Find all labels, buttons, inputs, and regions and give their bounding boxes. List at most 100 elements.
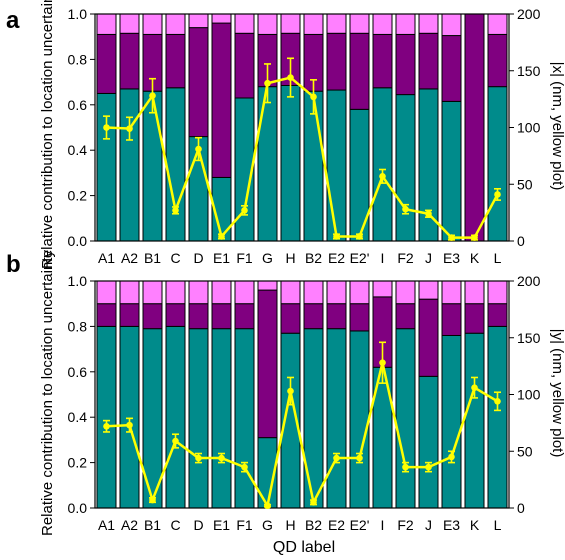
xtick-label-b-E3: E3 [443, 517, 460, 533]
point-b-F1 [241, 463, 248, 471]
panel-a-y2label: |x| (nm, yellow plot) [549, 62, 565, 191]
bar-b-D-seg3 [188, 280, 209, 305]
bar-b-E2'-seg2 [349, 303, 370, 332]
xtick-label-b-F1: F1 [236, 517, 253, 533]
point-b-A1 [103, 422, 110, 430]
bar-b-E2'-seg1 [349, 330, 370, 509]
bar-a-A1-seg2 [96, 33, 117, 94]
bar-a-J-seg2 [418, 32, 439, 90]
point-a-H [287, 74, 294, 81]
bar-b-F2-seg1 [395, 328, 416, 509]
bar-b-E2-seg3 [326, 280, 347, 305]
point-b-E2 [333, 454, 340, 462]
bar-a-A2-seg3 [119, 13, 140, 34]
bar-b-E2-seg1 [326, 328, 347, 509]
bar-a-F1-seg2 [234, 32, 255, 99]
bar-a-I-seg2 [372, 33, 393, 89]
bar-a-F2-seg3 [395, 13, 416, 35]
point-b-K [471, 384, 478, 391]
bar-b-J-seg3 [418, 280, 439, 300]
xtick-label-a-K: K [470, 250, 480, 266]
point-b-B1 [149, 496, 156, 504]
xtick-label-b-D: D [193, 517, 203, 533]
bar-a-F1-seg3 [234, 13, 255, 34]
bar-b-C-seg2 [165, 303, 186, 327]
xtick-label-a-B1: B1 [144, 250, 161, 266]
xtick-label-b-E2: E2 [328, 517, 345, 533]
bar-b-F1-seg2 [234, 303, 255, 330]
point-b-J [425, 463, 432, 471]
xtick-label-b-J: J [425, 517, 432, 533]
point-b-B2 [310, 499, 317, 506]
bar-a-I-seg1 [372, 87, 393, 242]
ytick-label-b-0.4: 0.4 [68, 409, 88, 425]
point-b-I [379, 359, 386, 367]
y2tick-label-b-100: 100 [517, 387, 541, 403]
bar-b-B1-seg3 [142, 280, 163, 305]
xtick-label-a-A1: A1 [98, 250, 115, 266]
point-a-B2 [310, 93, 317, 101]
panel-a: a Relative contribution to location unce… [6, 0, 565, 269]
bar-b-E3-seg1 [441, 334, 462, 509]
xtick-label-b-B1: B1 [144, 517, 161, 533]
xtick-label-a-F1: F1 [236, 250, 253, 266]
y2tick-label-b-0: 0 [517, 500, 525, 516]
bar-a-B1-seg1 [142, 90, 163, 242]
xtick-label-b-K: K [470, 517, 480, 533]
ytick-label-a-0.4: 0.4 [68, 142, 88, 158]
bar-b-K-seg1 [464, 332, 485, 509]
panel-b-y2label: |y| (nm, yellow plot) [549, 329, 565, 458]
ytick-label-a-0.0: 0.0 [68, 233, 88, 249]
xtick-label-a-D: D [193, 250, 203, 266]
ytick-label-a-0.6: 0.6 [68, 97, 88, 113]
point-a-E1 [218, 233, 225, 240]
y2tick-label-b-200: 200 [517, 273, 541, 289]
xtick-label-a-A2: A2 [121, 250, 138, 266]
panel-a-y2label-text: |x| (nm, yellow plot) [549, 62, 565, 191]
bar-a-L-seg2 [487, 33, 508, 88]
xtick-label-a-B2: B2 [305, 250, 322, 266]
bar-b-L-seg2 [487, 303, 508, 327]
bar-b-E2'-seg3 [349, 280, 370, 305]
x-axis-label: QD label [273, 539, 335, 556]
bar-b-L-seg3 [487, 280, 508, 305]
bar-a-B2-seg3 [303, 13, 324, 35]
bar-b-F2-seg3 [395, 280, 416, 305]
panel-a-ylabel-text: Relative contribution to location uncert… [39, 0, 56, 269]
bar-b-A1-seg2 [96, 303, 117, 327]
bar-a-I-seg3 [372, 13, 393, 35]
bar-a-E3-seg2 [441, 35, 462, 102]
xtick-label-b-E1: E1 [213, 517, 230, 533]
point-a-G [264, 79, 271, 87]
point-a-E2' [356, 233, 363, 240]
bar-a-L-seg3 [487, 13, 508, 35]
xtick-label-b-B2: B2 [305, 517, 322, 533]
bar-a-E2'-seg2 [349, 32, 370, 110]
bar-a-E1-seg2 [211, 22, 232, 178]
bar-b-E3-seg2 [441, 303, 462, 336]
bar-a-C-seg2 [165, 33, 186, 89]
bar-b-D-seg2 [188, 303, 209, 330]
bar-a-A1-seg3 [96, 13, 117, 35]
point-a-J [425, 210, 432, 218]
xtick-label-a-J: J [425, 250, 432, 266]
bar-a-G-seg3 [257, 13, 278, 35]
panel-a-label: a [6, 7, 20, 34]
bar-a-G-seg1 [257, 86, 278, 242]
point-a-L [494, 191, 501, 198]
bar-b-E3-seg3 [441, 280, 462, 305]
bar-a-D-seg2 [188, 27, 209, 138]
bar-b-I-seg3 [372, 280, 393, 298]
ytick-label-a-1.0: 1.0 [68, 6, 88, 22]
panel-b: b Relative contribution to location unce… [6, 250, 565, 536]
ytick-label-b-0.8: 0.8 [68, 318, 88, 334]
bar-b-F1-seg1 [234, 328, 255, 509]
point-b-H [287, 387, 294, 395]
y2tick-label-b-50: 50 [517, 443, 533, 459]
bar-b-D-seg1 [188, 328, 209, 509]
y2tick-label-a-100: 100 [517, 120, 541, 136]
xtick-label-a-L: L [494, 250, 502, 266]
panel-b-y2label-text: |y| (nm, yellow plot) [549, 329, 565, 458]
ytick-label-b-0.0: 0.0 [68, 500, 88, 516]
bar-b-H-seg2 [280, 303, 301, 334]
